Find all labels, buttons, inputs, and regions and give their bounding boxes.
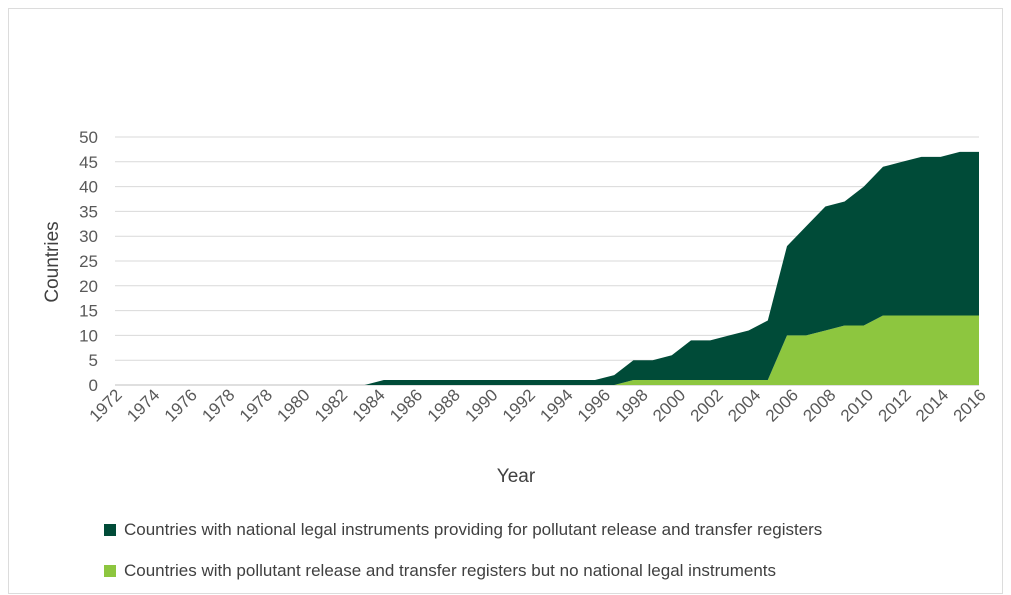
y-tick-label: 40: [79, 178, 98, 197]
legend-swatch-light: [104, 565, 116, 577]
x-tick-label: 1982: [311, 385, 351, 425]
y-tick-label: 45: [79, 153, 98, 172]
legend-swatch-dark: [104, 524, 116, 536]
x-axis-label: Year: [497, 466, 536, 487]
x-tick-label: 1978: [198, 385, 238, 425]
y-tick-label: 10: [79, 326, 98, 345]
x-tick-label: 1992: [499, 385, 539, 425]
x-tick-label: 1996: [574, 385, 614, 425]
y-tick-label: 25: [79, 252, 98, 271]
x-tick-label: 2000: [649, 385, 689, 425]
x-tick-label: 1998: [612, 385, 652, 425]
x-tick-label: 2008: [799, 385, 839, 425]
x-tick-label: 1974: [123, 385, 163, 425]
y-tick-label: 20: [79, 277, 98, 296]
x-tick-label: 2004: [724, 385, 764, 425]
legend-label-light: Countries with pollutant release and tra…: [124, 561, 777, 580]
y-tick-label: 5: [89, 351, 98, 370]
x-tick-label: 1984: [349, 385, 389, 425]
x-tick-label: 1988: [424, 385, 464, 425]
y-tick-label: 35: [79, 202, 98, 221]
legend-item-no-instruments: Countries with pollutant release and tra…: [104, 561, 994, 581]
legend-label-dark: Countries with national legal instrument…: [124, 520, 823, 539]
x-tick-label: 2014: [912, 385, 952, 425]
y-tick-labels: 0 5 10 15 20 25 30 35 40 45 50: [79, 128, 98, 395]
x-tick-label: 1980: [273, 385, 313, 425]
y-axis-label: Countries: [42, 221, 63, 302]
x-tick-labels: 1972197419761978197819801982198419861988…: [86, 385, 990, 425]
x-tick-label: 2006: [762, 385, 802, 425]
y-tick-label: 15: [79, 302, 98, 321]
x-tick-label: 2002: [687, 385, 727, 425]
x-tick-label: 1994: [536, 385, 576, 425]
x-tick-label: 2010: [837, 385, 877, 425]
x-tick-label: 1976: [161, 385, 201, 425]
x-tick-label: 2016: [950, 385, 990, 425]
legend-item-national-instruments: Countries with national legal instrument…: [104, 520, 994, 540]
x-tick-label: 1978: [236, 385, 276, 425]
x-tick-label: 1990: [461, 385, 501, 425]
area-series-1: [115, 315, 979, 385]
stacked-areas: [115, 151, 979, 385]
y-tick-label: 50: [79, 128, 98, 147]
y-tick-label: 0: [89, 376, 98, 395]
x-tick-label: 1986: [386, 385, 426, 425]
x-tick-label: 2012: [875, 385, 915, 425]
y-tick-label: 30: [79, 227, 98, 246]
area-series-2: [115, 151, 979, 385]
